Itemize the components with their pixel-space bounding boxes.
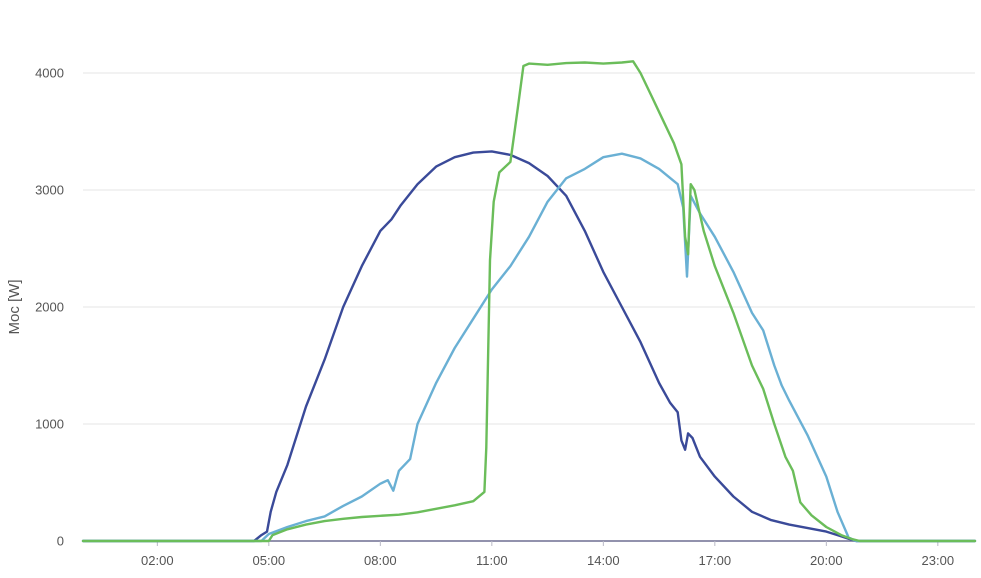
y-tick-label: 3000 bbox=[35, 183, 64, 198]
x-tick-label: 11:00 bbox=[476, 553, 508, 568]
series-line-1 bbox=[81, 150, 977, 543]
y-axis-title: Moc [W] bbox=[6, 280, 23, 335]
x-tick-label: 14:00 bbox=[587, 553, 620, 568]
x-tick-label: 05:00 bbox=[253, 553, 286, 568]
x-tick-label: 08:00 bbox=[364, 553, 397, 568]
y-tick-label: 1000 bbox=[35, 417, 64, 432]
x-tick-label: 20:00 bbox=[810, 553, 843, 568]
series-line-2 bbox=[81, 152, 977, 543]
x-tick-label: 02:00 bbox=[141, 553, 174, 568]
x-axis: 02:00 05:00 08:00 11:00 14:00 17:00 20:00 23:00 bbox=[83, 540, 975, 568]
y-tick-label: 0 bbox=[57, 534, 64, 549]
y-axis: 0 1000 2000 3000 4000 bbox=[35, 66, 64, 549]
x-tick-label: 23:00 bbox=[922, 553, 955, 568]
series-group bbox=[81, 60, 977, 543]
x-tick-label: 17:00 bbox=[699, 553, 732, 568]
y-tick-label: 4000 bbox=[35, 66, 64, 81]
grid bbox=[83, 72, 975, 425]
series-line-3 bbox=[81, 60, 977, 543]
y-tick-label: 2000 bbox=[35, 300, 64, 315]
